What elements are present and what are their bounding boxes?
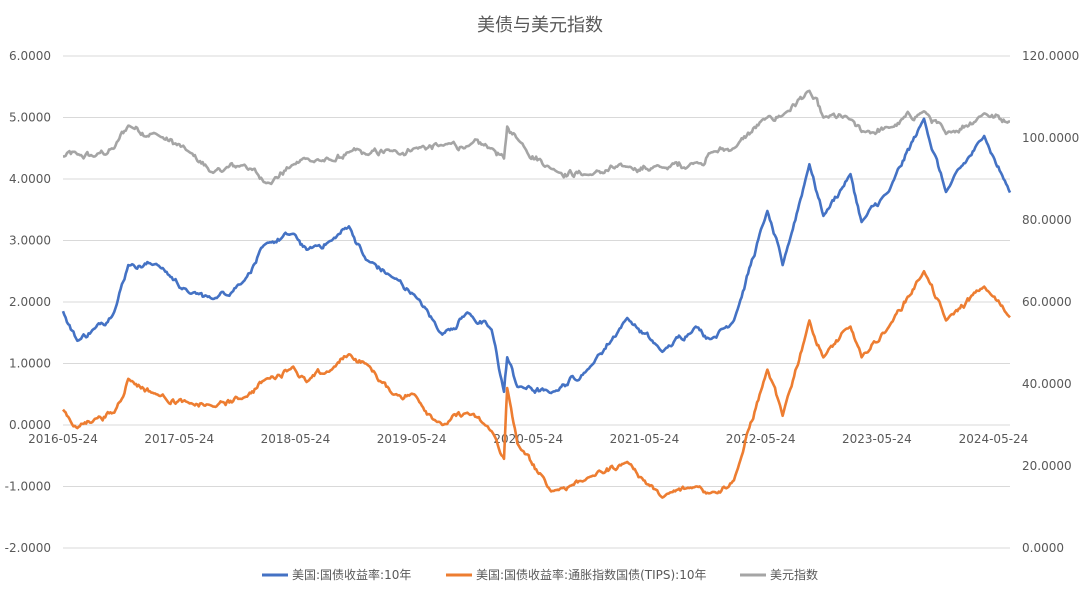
series-line-1 bbox=[61, 269, 1011, 499]
legend-label: 美元指数 bbox=[770, 567, 818, 582]
y-tick-left: 2.0000 bbox=[9, 295, 51, 309]
x-tick: 2017-05-24 bbox=[144, 432, 214, 446]
y-tick-left: -1.0000 bbox=[5, 480, 51, 494]
y-axis-left-labels: -2.0000 -1.0000 0.0000 1.0000 2.0000 3.0000 4.… bbox=[5, 49, 51, 555]
x-tick: 2020-05-24 bbox=[493, 432, 563, 446]
y-tick-right: 120.0000 bbox=[1022, 49, 1079, 63]
legend-label: 美国:国债收益率:10年 bbox=[292, 567, 411, 582]
y-tick-right: 20.0000 bbox=[1022, 459, 1072, 473]
series-line-2 bbox=[62, 89, 1011, 186]
y-tick-right: 100.0000 bbox=[1022, 131, 1079, 145]
chart-title: 美债与美元指数 bbox=[477, 15, 603, 36]
y-tick-left: 1.0000 bbox=[9, 357, 51, 371]
y-tick-right: 80.0000 bbox=[1022, 213, 1072, 227]
x-axis-labels: 2016-05-24 2017-05-24 2018-05-24 2019-05-24… bbox=[28, 432, 1028, 446]
x-tick: 2018-05-24 bbox=[261, 432, 331, 446]
x-tick: 2021-05-24 bbox=[610, 432, 680, 446]
y-tick-left: 0.0000 bbox=[9, 418, 51, 432]
x-tick: 2019-05-24 bbox=[377, 432, 447, 446]
y-tick-left: -2.0000 bbox=[5, 541, 51, 555]
series-lines bbox=[61, 89, 1012, 499]
y-tick-right: 60.0000 bbox=[1022, 295, 1072, 309]
x-tick: 2022-05-24 bbox=[726, 432, 796, 446]
x-tick: 2016-05-24 bbox=[28, 432, 98, 446]
y-tick-left: 5.0000 bbox=[9, 111, 51, 125]
y-tick-right: 0.0000 bbox=[1022, 541, 1064, 555]
gridlines bbox=[63, 55, 1010, 549]
y-tick-left: 4.0000 bbox=[9, 172, 51, 186]
y-tick-right: 40.0000 bbox=[1022, 377, 1072, 391]
x-tick: 2024-05-24 bbox=[959, 432, 1029, 446]
legend: 美国:国债收益率:10年 美国:国债收益率:通胀指数国债(TIPS):10年 美元指… bbox=[262, 567, 818, 582]
y-axis-right-labels: 0.0000 20.0000 40.0000 60.0000 80.0000 100.00… bbox=[1022, 49, 1079, 555]
y-tick-left: 3.0000 bbox=[9, 234, 51, 248]
series-line-0 bbox=[61, 117, 1012, 395]
legend-label: 美国:国债收益率:通胀指数国债(TIPS):10年 bbox=[476, 567, 707, 582]
y-tick-left: 6.0000 bbox=[9, 49, 51, 63]
x-tick: 2023-05-24 bbox=[842, 432, 912, 446]
